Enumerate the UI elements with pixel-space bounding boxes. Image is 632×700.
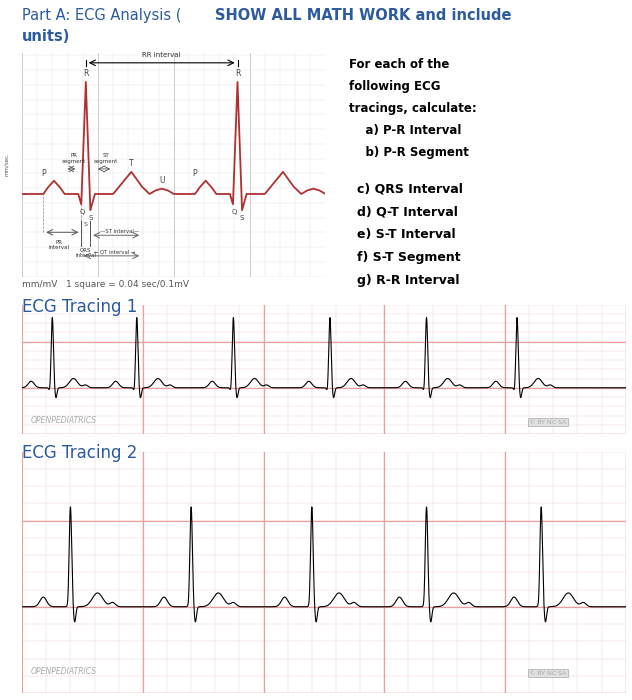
Text: d) Q-T Interval: d) Q-T Interval [357,205,458,218]
Text: T: T [129,159,133,168]
Text: b) P-R Segment: b) P-R Segment [349,146,469,159]
Text: f) S-T Segment: f) S-T Segment [357,251,461,265]
Text: —ST interval—: —ST interval— [100,229,139,234]
Text: a) P-R Interval: a) P-R Interval [349,124,461,137]
Text: ST
segment: ST segment [94,153,118,164]
Text: mm/sec.: mm/sec. [4,153,9,176]
Text: R: R [235,69,240,78]
Text: PR
interval: PR interval [49,239,70,251]
Text: Q: Q [232,209,237,215]
Text: following ECG: following ECG [349,80,441,92]
Text: ECG Tracing 1: ECG Tracing 1 [22,298,138,316]
Text: SHOW ALL MATH WORK and include: SHOW ALL MATH WORK and include [215,8,511,23]
Text: OPENPEDIATRICS: OPENPEDIATRICS [31,416,97,425]
Text: PR
segment: PR segment [61,153,86,164]
Text: P: P [41,169,46,178]
Text: ECG Tracing 2: ECG Tracing 2 [22,444,138,463]
Text: For each of the: For each of the [349,57,449,71]
Text: c) QRS Interval: c) QRS Interval [357,182,463,195]
Text: R: R [83,69,88,78]
Text: RR interval: RR interval [142,52,181,58]
Text: Part A: ECG Analysis (: Part A: ECG Analysis ( [22,8,181,23]
Text: S: S [240,215,244,221]
Text: S: S [88,215,92,221]
Text: tracings, calculate:: tracings, calculate: [349,102,477,115]
Text: Q: Q [80,209,85,215]
Text: mm/mV   1 square = 0.04 sec/0.1mV: mm/mV 1 square = 0.04 sec/0.1mV [22,280,189,289]
Text: ← QT interval →: ← QT interval → [94,249,135,254]
Text: U: U [159,176,164,185]
Text: OPENPEDIATRICS: OPENPEDIATRICS [31,666,97,676]
Text: e) S-T Interval: e) S-T Interval [357,228,456,242]
Text: g) R-R Interval: g) R-R Interval [357,274,459,288]
Text: QRS
interval: QRS interval [75,247,96,258]
Text: © BY NC SA: © BY NC SA [529,420,566,425]
Text: units): units) [22,29,71,44]
Text: S: S [84,222,88,227]
Text: © BY NC SA: © BY NC SA [529,671,566,676]
Text: P: P [193,169,197,178]
